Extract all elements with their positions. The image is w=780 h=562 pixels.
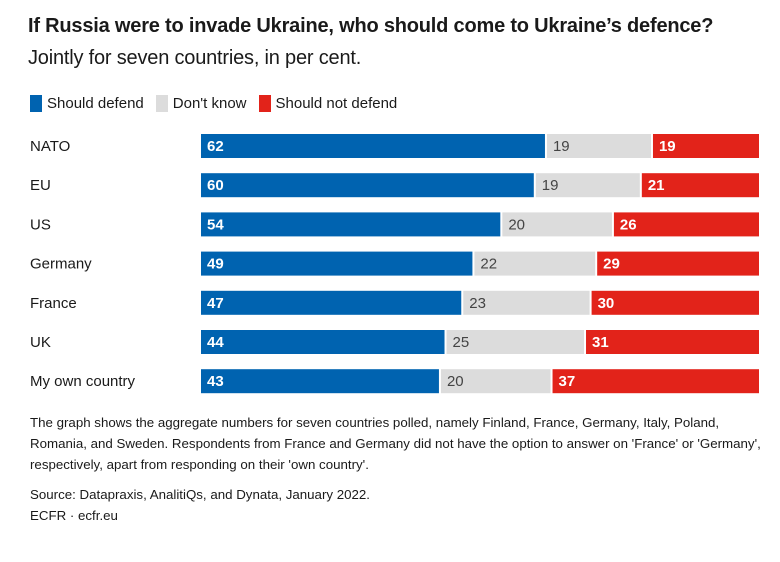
category-label: EU — [30, 177, 51, 194]
bar-row-uk: UK 44 25 31 — [30, 330, 759, 354]
chart-subtitle: Jointly for seven countries, in per cent… — [28, 47, 362, 69]
data-label-don-t-know: 19 — [542, 177, 559, 194]
data-label-should-defend: 49 — [207, 256, 224, 273]
credit-line: ECFR · ecfr.eu — [30, 508, 118, 523]
legend-swatch-should-defend — [30, 95, 42, 112]
chart-title: If Russia were to invade Ukraine, who sh… — [28, 10, 768, 74]
bar-segment-should-defend — [201, 173, 534, 198]
category-label: France — [30, 295, 77, 312]
category-label: NATO — [30, 138, 70, 155]
legend-item-dont-know: Don't know — [155, 95, 247, 112]
legend-swatch-should-not-defend — [258, 95, 271, 112]
bar-segment-should-not-defend — [641, 173, 759, 198]
data-label-should-defend: 47 — [207, 295, 224, 312]
legend-item-should-not-defend: Should not defend — [258, 95, 398, 112]
bar-segment-should-not-defend — [586, 330, 759, 354]
data-label-don-t-know: 20 — [447, 373, 464, 390]
data-label-don-t-know: 25 — [453, 334, 470, 351]
legend-swatch-dont-know — [155, 95, 168, 112]
chart-title-bold: If Russia were to invade Ukraine, who sh… — [28, 15, 714, 37]
data-label-should-not-defend: 21 — [648, 177, 665, 194]
data-label-should-not-defend: 26 — [620, 216, 637, 233]
bar-segment-don-t-know — [446, 330, 585, 354]
bar-row-nato: NATO 62 19 19 — [30, 134, 759, 158]
bar-segment-should-defend — [201, 290, 462, 315]
legend-label-should-not-defend: Should not defend — [275, 95, 398, 112]
bar-segment-should-not-defend — [652, 134, 759, 158]
bar-segment-should-not-defend — [552, 369, 759, 394]
data-label-don-t-know: 22 — [480, 256, 497, 273]
data-label-should-defend: 44 — [207, 334, 224, 351]
data-label-should-defend: 62 — [207, 138, 224, 155]
data-label-should-not-defend: 37 — [559, 373, 576, 390]
data-label-don-t-know: 19 — [553, 138, 570, 155]
source-line: Source: Datapraxis, AnalitiQs, and Dynat… — [30, 487, 370, 502]
footnote: The graph shows the aggregate numbers fo… — [30, 415, 761, 472]
bar-segment-should-defend — [201, 134, 545, 158]
data-label-should-not-defend: 19 — [659, 138, 676, 155]
stacked-bar-chart: NATO 62 19 19 EU 60 19 21 US 54 20 26 Germany 49 22 29 F… — [30, 134, 759, 394]
legend: Should defend Don't know Should not defe… — [30, 95, 409, 112]
bar-segment-should-not-defend — [591, 290, 759, 315]
bar-segment-should-not-defend — [613, 212, 759, 237]
bar-segment-don-t-know — [535, 173, 640, 198]
bar-row-my-own-country: My own country 43 20 37 — [30, 369, 759, 394]
bar-row-us: US 54 20 26 — [30, 212, 759, 237]
data-label-don-t-know: 23 — [469, 295, 486, 312]
bar-segment-should-defend — [201, 212, 501, 237]
data-label-should-not-defend: 31 — [592, 334, 609, 351]
legend-item-should-defend: Should defend — [30, 95, 144, 112]
bar-row-eu: EU 60 19 21 — [30, 173, 759, 198]
bar-segment-should-defend — [201, 251, 473, 276]
data-label-should-defend: 60 — [207, 177, 224, 194]
category-label: Germany — [30, 256, 92, 273]
category-label: US — [30, 216, 51, 233]
bar-segment-don-t-know — [440, 369, 551, 394]
data-label-should-defend: 43 — [207, 373, 224, 390]
bar-segment-should-defend — [201, 369, 439, 394]
legend-label-dont-know: Don't know — [172, 95, 247, 112]
bar-segment-don-t-know — [546, 134, 651, 158]
bar-segment-don-t-know — [463, 290, 590, 315]
data-label-should-defend: 54 — [207, 216, 224, 233]
legend-label-should-defend: Should defend — [47, 95, 144, 112]
data-label-don-t-know: 20 — [508, 216, 525, 233]
data-label-should-not-defend: 30 — [598, 295, 615, 312]
category-label: My own country — [30, 373, 136, 390]
bar-segment-don-t-know — [474, 251, 596, 276]
bar-row-germany: Germany 49 22 29 — [30, 251, 759, 276]
category-label: UK — [30, 334, 51, 351]
bar-row-france: France 47 23 30 — [30, 290, 759, 315]
bar-segment-should-defend — [201, 330, 445, 354]
data-label-should-not-defend: 29 — [603, 256, 620, 273]
bar-segment-don-t-know — [502, 212, 612, 237]
bar-segment-should-not-defend — [597, 251, 759, 276]
